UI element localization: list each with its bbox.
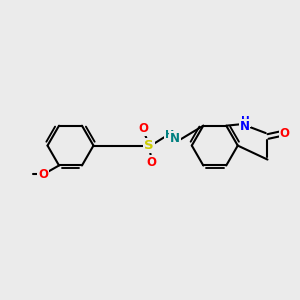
Text: O: O: [38, 168, 48, 181]
Text: O: O: [139, 122, 149, 135]
Text: O: O: [280, 127, 290, 140]
Text: O: O: [146, 156, 157, 169]
Text: H: H: [165, 130, 174, 140]
Text: N: N: [239, 120, 250, 133]
Text: N: N: [170, 132, 180, 145]
Text: H: H: [241, 116, 250, 126]
Text: S: S: [144, 139, 154, 152]
